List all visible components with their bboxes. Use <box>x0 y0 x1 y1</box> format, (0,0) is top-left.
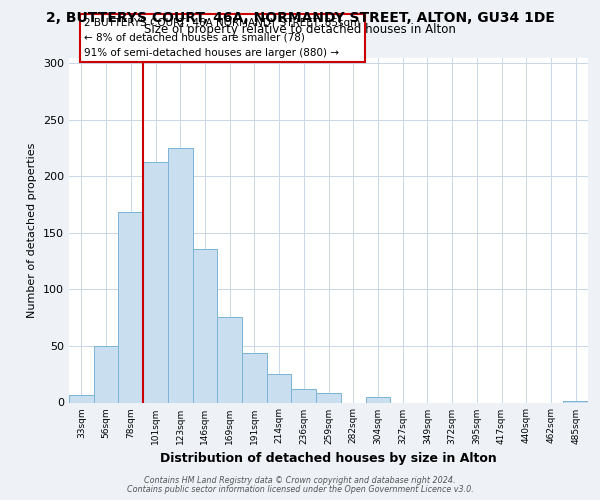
Text: 2 BUTTERYS COURT, 46A NORMANDY STREET: 85sqm
← 8% of detached houses are smaller: 2 BUTTERYS COURT, 46A NORMANDY STREET: 8… <box>85 18 361 58</box>
Bar <box>168 148 193 403</box>
Bar <box>193 248 217 402</box>
Bar <box>143 162 168 402</box>
Text: Contains HM Land Registry data © Crown copyright and database right 2024.: Contains HM Land Registry data © Crown c… <box>144 476 456 485</box>
Bar <box>292 389 316 402</box>
Bar <box>94 346 118 403</box>
Bar <box>217 316 242 402</box>
Text: Size of property relative to detached houses in Alton: Size of property relative to detached ho… <box>144 22 456 36</box>
Y-axis label: Number of detached properties: Number of detached properties <box>28 142 37 318</box>
Bar <box>365 397 390 402</box>
Bar <box>316 394 341 402</box>
Bar <box>118 212 143 402</box>
Bar <box>69 394 94 402</box>
Text: 2, BUTTERYS COURT, 46A, NORMANDY STREET, ALTON, GU34 1DE: 2, BUTTERYS COURT, 46A, NORMANDY STREET,… <box>46 11 554 25</box>
Bar <box>267 374 292 402</box>
Bar <box>242 352 267 403</box>
X-axis label: Distribution of detached houses by size in Alton: Distribution of detached houses by size … <box>160 452 497 465</box>
Text: Contains public sector information licensed under the Open Government Licence v3: Contains public sector information licen… <box>127 485 473 494</box>
